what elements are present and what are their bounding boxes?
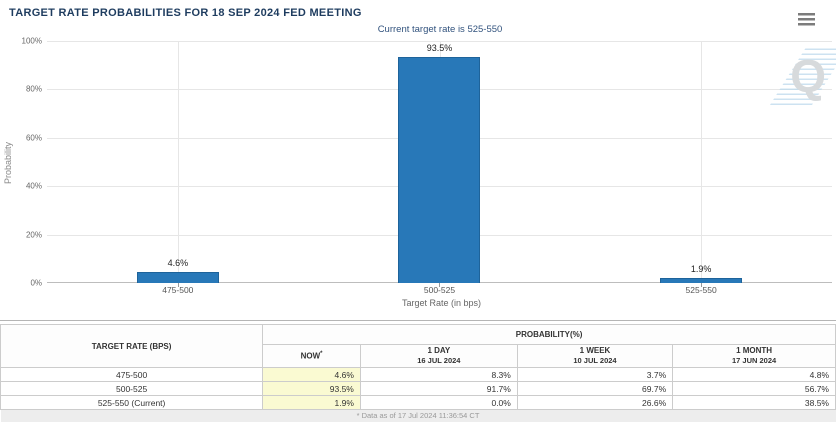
bar-value-label: 4.6%	[167, 257, 189, 268]
x-tick-label: 475-500	[162, 283, 194, 295]
y-axis-title: Probability	[3, 141, 13, 184]
col-header-target-rate: TARGET RATE (BPS)	[0, 324, 264, 368]
day-cell: 0.0%	[359, 395, 518, 410]
now-cell: 93.5%	[262, 381, 361, 396]
col-header-now: NOW*	[262, 344, 361, 368]
gridline	[701, 41, 703, 283]
table-footnote-row: * Data as of 17 Jul 2024 11:36:54 CT	[0, 409, 836, 422]
day-cell: 8.3%	[359, 367, 518, 382]
x-tick-label: 500-525	[423, 283, 456, 295]
rate-cell: 475-500	[0, 367, 264, 382]
week-cell: 26.6%	[516, 395, 674, 410]
page-title: TARGET RATE PROBABILITIES FOR 18 SEP 202…	[9, 7, 362, 19]
now-cell: 4.6%	[262, 367, 361, 382]
bar-value-label: 93.5%	[426, 42, 453, 53]
col-header-1-month: 1 MONTH 17 JUN 2024	[672, 344, 836, 368]
col-header-probability: PROBABILITY(%)	[262, 324, 836, 345]
y-tick-label: 40%	[25, 181, 42, 191]
y-tick-label: 20%	[25, 230, 42, 240]
bar-slot: 1.9%	[570, 41, 832, 283]
month-cell: 56.7%	[672, 381, 836, 396]
x-tick-label: 525-550	[685, 283, 717, 295]
x-axis-title: Target Rate (in bps)	[401, 298, 482, 308]
y-tick-label: 80%	[25, 84, 42, 94]
hamburger-menu-icon[interactable]	[798, 13, 815, 28]
week-cell: 3.7%	[516, 367, 674, 382]
probability-table-wrapper: TARGET RATE (BPS) PROBABILITY(%) NOW* 1 …	[0, 320, 836, 422]
col-header-1-week: 1 WEEK 10 JUL 2024	[516, 344, 674, 368]
probability-table: TARGET RATE (BPS) PROBABILITY(%) NOW* 1 …	[0, 324, 836, 422]
bar-value-label: 1.9%	[690, 264, 712, 275]
data-as-of-note: * Data as of 17 Jul 2024 11:36:54 CT	[0, 409, 836, 422]
rate-cell: 525-550 (Current)	[0, 395, 264, 410]
y-tick-label: 60%	[25, 133, 42, 143]
y-tick-label: 100%	[21, 36, 42, 46]
bar-475-500[interactable]	[136, 271, 219, 283]
bar-slot: 93.5%	[309, 41, 571, 283]
tick-mark	[439, 283, 441, 287]
quikstrike-watermark-logo: Q	[770, 45, 836, 107]
rate-cell: 500-525	[0, 381, 264, 396]
gridline	[177, 41, 179, 283]
tick-mark	[177, 283, 179, 287]
bar-slot: 4.6%	[47, 41, 309, 283]
week-cell: 69.7%	[516, 381, 674, 396]
col-header-1-day: 1 DAY 16 JUL 2024	[359, 344, 518, 368]
table-row: 475-500 4.6% 8.3% 3.7% 4.8%	[0, 367, 836, 382]
bar-500-525[interactable]	[398, 56, 481, 283]
month-cell: 38.5%	[672, 395, 836, 410]
day-cell: 91.7%	[359, 381, 518, 396]
chart-subtitle: Current target rate is 525-550	[377, 24, 503, 35]
table-row: 500-525 93.5% 91.7% 69.7% 56.7%	[0, 381, 836, 396]
probability-bar-chart: Current target rate is 525-550 Probabili…	[0, 24, 836, 314]
x-axis-ticks: 475-500 500-525 525-550	[47, 283, 832, 298]
table-row: 525-550 (Current) 1.9% 0.0% 26.6% 38.5%	[0, 395, 836, 410]
y-tick-label: 0%	[30, 278, 42, 288]
tick-mark	[701, 283, 703, 287]
plot-area: 100% 80% 60% 40% 20% 0% Q 4.6% 93.5% 1.9…	[22, 37, 836, 288]
header: TARGET RATE PROBABILITIES FOR 18 SEP 202…	[0, 0, 836, 26]
bar-525-550[interactable]	[660, 278, 743, 283]
now-cell: 1.9%	[262, 395, 361, 410]
month-cell: 4.8%	[672, 367, 836, 382]
